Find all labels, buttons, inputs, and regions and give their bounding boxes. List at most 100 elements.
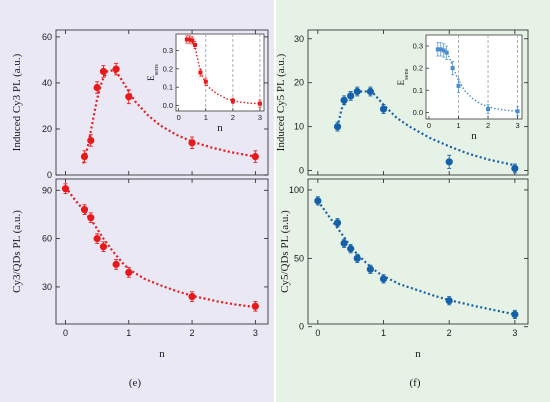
x-tick-label: 0 (315, 328, 320, 338)
inset-data-point (190, 38, 195, 43)
inset-data-point (438, 47, 443, 52)
data-point (93, 83, 101, 92)
data-point (93, 235, 101, 243)
y-tick-label: 40 (42, 78, 52, 88)
panel-label-e: (e) (129, 377, 142, 389)
data-point (125, 268, 133, 277)
y-tick-label: 20 (294, 78, 304, 88)
data-point (188, 139, 196, 147)
data-point (314, 197, 322, 205)
inset-data-point (444, 50, 449, 55)
x-tick-label: 0 (63, 328, 68, 338)
x-tick-label: 2 (447, 328, 452, 338)
data-point (366, 265, 374, 273)
fit-curve (317, 200, 516, 316)
plot-e-top: 0 20 40 60 Induced Cy3 PL (a.u.) (11, 29, 269, 180)
inset-y-tick-label: 0.0 (163, 101, 173, 110)
data-point (445, 158, 453, 166)
y-tick-label: 60 (42, 32, 52, 42)
panel-label-f: (f) (410, 377, 421, 389)
y-tick-label: 30 (294, 34, 304, 44)
plot-e-bottom: 0 1 2 3 30 60 90 Cy3/QDs PL (a.u.) n (11, 178, 269, 360)
inset-data-point (435, 47, 440, 52)
inset-x-tick-label: 1 (456, 121, 460, 130)
data-point (379, 275, 388, 283)
inset-y-axis-title: Esens (396, 68, 410, 85)
plot-frame (307, 178, 529, 325)
y-tick-label: 50 (294, 253, 304, 263)
inset-data-point (486, 107, 491, 112)
y-axis-title: Cy3/QDs PL (a.u.) (11, 210, 23, 293)
data-point (511, 310, 519, 319)
inset-data-point (441, 48, 446, 53)
plot-f-bottom: 0 1 2 3 0 50 100 Cy5/QDs PL (a.u.) n (279, 178, 529, 360)
data-point (112, 65, 120, 73)
inset-data-point (450, 66, 455, 71)
x-tick-label: 3 (253, 328, 258, 338)
inset-data-point (192, 43, 197, 47)
data-point (445, 297, 453, 305)
data-point (61, 185, 70, 193)
x-tick-label: 3 (512, 328, 517, 338)
inset-x-tick-label: 2 (486, 121, 490, 130)
y-tick-label: 20 (42, 124, 52, 134)
y-tick-label: 0 (299, 166, 304, 176)
inset-x-tick-label: 0 (177, 113, 181, 122)
y-axis-title: Induced Cy5 PL (a.u.) (275, 53, 287, 151)
y-tick-label: 90 (42, 185, 52, 195)
inset-y-tick-label: 0.3 (163, 46, 173, 55)
inset-f-top: 0 1 2 3 0.0 0.1 0.2 0.3 Esens n (396, 34, 523, 142)
inset-data-point (257, 101, 262, 106)
fit-curve (82, 69, 256, 164)
inset-y-tick-label: 0.3 (413, 42, 423, 51)
inset-data-point (230, 98, 235, 103)
fit-curve (64, 186, 256, 309)
data-point (87, 136, 95, 145)
inset-y-tick-label: 0.1 (413, 86, 423, 95)
inset-data-point (203, 79, 208, 84)
inset-y-tick-label: 0.2 (163, 64, 173, 73)
x-tick-label: 1 (381, 328, 386, 338)
y-axis-title: Cy5/QDs PL (a.u.) (279, 210, 291, 293)
inset-y-tick-label: 0.2 (413, 64, 423, 73)
data-point (511, 164, 519, 173)
data-point (125, 93, 133, 101)
inset-y-tick-label: 0.1 (163, 83, 173, 92)
x-axis-title: n (159, 348, 165, 360)
inset-x-tick-label: 3 (515, 121, 519, 130)
y-tick-label: 0 (47, 170, 52, 180)
plot-frame (55, 178, 269, 325)
y-tick-label: 100 (289, 185, 304, 195)
inset-data-point (456, 83, 461, 88)
inset-x-tick-label: 3 (258, 113, 262, 122)
inset-x-axis-title: n (217, 122, 223, 134)
data-point (366, 87, 374, 96)
data-point (347, 92, 355, 100)
data-point (340, 96, 348, 104)
y-tick-label: 0 (299, 322, 304, 332)
inset-data-point (198, 70, 203, 75)
inset-y-tick-label: 0.0 (413, 108, 423, 117)
inset-frame (175, 33, 265, 112)
data-point (80, 206, 89, 214)
plot-f-top: 0 10 20 30 Induced Cy5 PL (a.u.) (275, 29, 529, 176)
y-tick-label: 30 (42, 282, 52, 292)
y-tick-label: 60 (42, 234, 52, 244)
data-point (251, 152, 259, 161)
data-point (347, 245, 355, 253)
data-point (87, 214, 95, 222)
data-point (99, 67, 108, 76)
data-point (251, 302, 259, 310)
y-axis-title: Induced Cy3 PL (a.u.) (11, 53, 23, 151)
plot-frame (55, 29, 269, 176)
data-point (188, 293, 196, 301)
y-tick-label: 10 (294, 122, 304, 132)
inset-data-point (187, 37, 192, 42)
inset-data-point (515, 109, 520, 114)
data-point (379, 105, 388, 113)
plot-frame (307, 29, 529, 176)
data-point (112, 260, 120, 268)
